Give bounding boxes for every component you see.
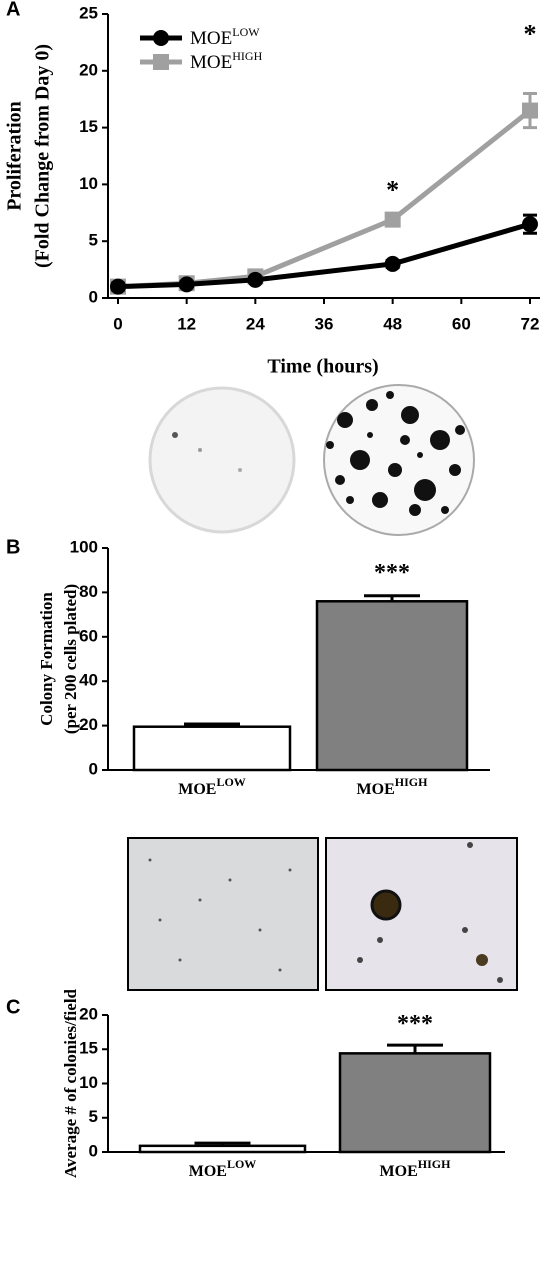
label-with-superscript: MOEHIGH — [190, 49, 263, 74]
panel-label: B — [6, 536, 20, 558]
label-with-superscript: MOELOW — [178, 775, 246, 798]
panel-label: C — [6, 996, 20, 1018]
label-base: MOE — [190, 28, 232, 49]
label-base: MOE — [189, 1163, 227, 1180]
y-tick-label: 0 — [89, 759, 98, 778]
y-tick-label: 20 — [79, 60, 98, 79]
bar — [338, 1052, 492, 1154]
y-axis-label: Proliferation — [4, 101, 26, 211]
x-axis-label: Time (hours) — [267, 356, 378, 378]
y-tick-label: 80 — [79, 582, 98, 601]
y-tick-label: 20 — [79, 1004, 98, 1023]
x-tick-label: 60 — [452, 314, 471, 333]
label-base: MOE — [357, 781, 395, 798]
x-tick-label: 24 — [246, 314, 265, 333]
label-superscript: HIGH — [418, 1157, 451, 1171]
y-tick-label: 25 — [79, 3, 98, 22]
x-tick-label: 0 — [113, 314, 122, 333]
bar — [132, 725, 292, 772]
point — [110, 278, 126, 295]
annotation: *** — [397, 1011, 433, 1037]
label-base: MOE — [380, 1163, 418, 1180]
y-tick-label: 10 — [79, 1073, 98, 1092]
panel-label: A — [6, 0, 20, 20]
label-with-superscript: MOEHIGH — [380, 1157, 452, 1180]
bar — [138, 1144, 307, 1154]
y-tick-label: 60 — [79, 626, 98, 645]
y-tick-label: 0 — [89, 1141, 98, 1160]
bar — [315, 600, 469, 772]
label-base: MOE — [178, 781, 216, 798]
label-superscript: LOW — [232, 25, 260, 39]
y-tick-label: 20 — [79, 715, 98, 734]
label-superscript: HIGH — [232, 49, 262, 63]
y-tick-label: 5 — [89, 1107, 98, 1126]
x-tick-label: 48 — [383, 314, 402, 333]
annotation: * — [386, 175, 399, 204]
field-photos — [127, 837, 518, 991]
y-tick-label: 40 — [79, 671, 98, 690]
label-base: MOE — [190, 52, 232, 73]
x-tick-label: 36 — [315, 314, 334, 333]
y-tick-label: 5 — [89, 231, 98, 250]
point — [522, 216, 538, 233]
y-axis-label: (Fold Change from Day 0) — [32, 44, 54, 268]
y-tick-label: 15 — [79, 117, 98, 136]
point — [247, 271, 264, 288]
label-with-superscript: MOELOW — [190, 25, 260, 50]
dish-photos — [148, 384, 475, 536]
label-superscript: LOW — [216, 775, 245, 789]
point — [384, 255, 401, 272]
legend-marker — [153, 54, 169, 70]
y-axis-label: Average # of colonies/field — [61, 988, 80, 1178]
series-line — [117, 108, 532, 290]
label-with-superscript: MOELOW — [189, 1157, 257, 1180]
point — [522, 102, 538, 119]
y-tick-label: 100 — [70, 537, 98, 556]
label-superscript: LOW — [227, 1157, 256, 1171]
y-tick-label: 0 — [89, 287, 98, 306]
legend-marker — [153, 30, 169, 46]
y-axis-label: Colony Formation — [37, 592, 56, 726]
x-tick-label: 12 — [177, 314, 196, 333]
error-bar — [387, 1043, 443, 1054]
annotation: *** — [374, 560, 410, 586]
y-tick-label: 15 — [79, 1039, 98, 1058]
point — [178, 276, 195, 293]
label-with-superscript: MOEHIGH — [357, 775, 429, 798]
y-tick-label: 10 — [79, 174, 98, 193]
y-axis-label: (per 200 cells plated) — [61, 584, 80, 734]
point — [384, 211, 401, 228]
label-superscript: HIGH — [395, 775, 428, 789]
x-tick-label: 72 — [521, 314, 540, 333]
annotation: * — [524, 20, 537, 49]
